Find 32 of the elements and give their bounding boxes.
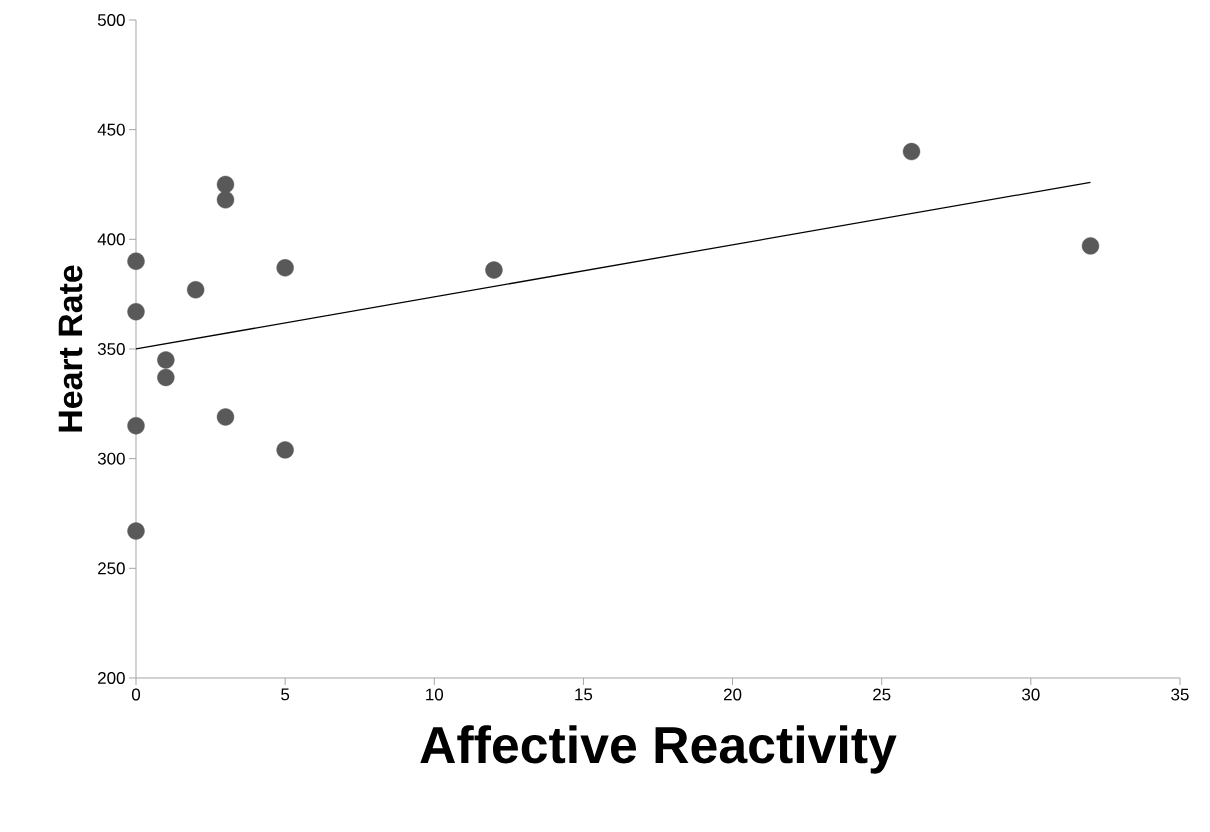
y-tick-label: 500 [97, 13, 125, 26]
y-tick-label: 200 [98, 671, 125, 684]
x-tick-label: 5 [281, 688, 290, 701]
point [127, 417, 145, 435]
x-axis-title: Affective Reactivity [420, 725, 897, 774]
point [157, 368, 175, 387]
point [127, 303, 145, 321]
point [127, 522, 145, 540]
y-axis-title: Heart Rate [58, 265, 83, 432]
point [485, 261, 503, 279]
x-tick-label: 15 [575, 688, 593, 701]
y-tick-label: 300 [97, 452, 125, 465]
point [276, 259, 294, 277]
y-tick-label: 450 [97, 123, 125, 136]
x-tick-label: 35 [1171, 688, 1189, 701]
point [216, 175, 235, 194]
point [216, 408, 235, 426]
point [187, 281, 205, 299]
point [1081, 237, 1100, 255]
x-tick-label: 20 [724, 688, 742, 701]
point [216, 191, 235, 209]
y-tick-label: 400 [97, 233, 125, 246]
y-tick-label: 250 [98, 562, 125, 575]
x-tick-label: 0 [131, 688, 141, 701]
x-tick-label: 30 [1022, 688, 1040, 701]
point [157, 351, 175, 369]
x-tick-label: 10 [426, 688, 444, 701]
x-tick-label: 25 [873, 688, 891, 701]
point [902, 142, 921, 161]
y-tick-label: 350 [97, 342, 125, 355]
point [127, 252, 145, 270]
point [276, 441, 294, 459]
